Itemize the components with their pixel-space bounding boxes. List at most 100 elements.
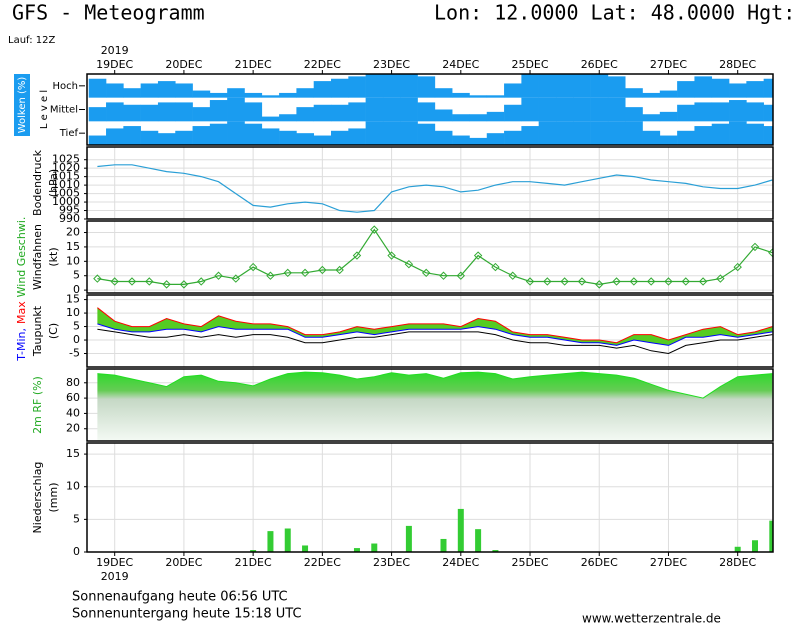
- cloud-cover: [261, 128, 280, 145]
- series-line: [97, 307, 773, 344]
- cloud-cover: [365, 121, 384, 145]
- cloud-cover: [400, 121, 418, 145]
- cloud-cover: [123, 88, 141, 98]
- cloud-cover: [642, 114, 661, 122]
- marker: [162, 280, 171, 289]
- cloud-cover: [573, 97, 591, 122]
- y-tick-label: 995: [59, 204, 80, 217]
- cloud-cover: [486, 95, 505, 98]
- y-tick-label: 15: [66, 293, 80, 306]
- cloud-cover: [382, 121, 401, 145]
- cloud-cover: [279, 92, 297, 98]
- y-tick-label: 1000: [52, 195, 80, 208]
- x-tick-label: 19DEC: [96, 556, 133, 569]
- cloud-cover: [590, 121, 609, 145]
- sunrise: Sonnenaufgang heute 06:56 UTC: [72, 590, 288, 605]
- cloud-cover: [175, 102, 193, 122]
- marker: [629, 277, 639, 286]
- level-label: Mittel: [50, 105, 78, 116]
- y-tick-label: 20: [66, 422, 80, 435]
- x-tick-label: 24DEC: [442, 58, 479, 71]
- y-axis-label-part: (kt): [47, 247, 60, 266]
- cloud-cover: [348, 128, 366, 145]
- cloud-cover: [434, 130, 453, 145]
- cloud-cover: [331, 78, 349, 98]
- marker: [197, 277, 206, 286]
- y-axis-label-part: 2m RF (%): [31, 376, 44, 434]
- cloud-cover: [555, 121, 574, 145]
- cloud-cover: [469, 137, 488, 145]
- cloud-cover: [590, 74, 609, 98]
- cloud-cover: [279, 130, 297, 145]
- cloud-cover: [296, 133, 315, 145]
- y-tick-label: 0: [73, 545, 80, 558]
- cloud-cover: [642, 130, 661, 145]
- marker: [145, 277, 154, 286]
- cloud-cover: [746, 123, 764, 145]
- series-line: [97, 371, 773, 399]
- cloud-cover: [590, 97, 609, 122]
- cloud-cover: [175, 130, 193, 145]
- cloud-cover: [746, 81, 764, 98]
- y-axis-label-part: T-Min,: [15, 328, 28, 362]
- y-tick-label: 5: [73, 269, 80, 282]
- panel-frame: [86, 73, 774, 146]
- y-tick-label: 1020: [52, 161, 80, 174]
- x-tick-label: 21DEC: [235, 556, 272, 569]
- precip-bar: [284, 528, 291, 552]
- cloud-cover: [244, 92, 263, 98]
- cloud-cover: [140, 104, 159, 122]
- y-tick-label: 1015: [52, 170, 80, 183]
- marker: [404, 259, 414, 269]
- panel-plot: [87, 443, 773, 552]
- cloud-cover: [88, 107, 107, 122]
- x-tick-label: 25DEC: [511, 58, 548, 71]
- marker: [179, 280, 189, 289]
- cloud-cover: [711, 102, 730, 122]
- cloud-cover: [538, 121, 557, 145]
- y-axis-label: (C): [47, 323, 60, 339]
- marker: [248, 262, 258, 272]
- cloud-cover: [382, 74, 401, 98]
- cloud-cover: [763, 126, 773, 145]
- cloud-cover: [486, 133, 505, 145]
- level-label: Hoch: [53, 81, 78, 92]
- series-line: [97, 228, 773, 286]
- x-tick-label: 28DEC: [719, 556, 756, 569]
- cloud-cover: [106, 128, 124, 145]
- panel-frame: [86, 294, 774, 368]
- marker: [681, 277, 690, 286]
- marker: [698, 277, 708, 286]
- panel-plot: [87, 295, 773, 367]
- marker: [266, 271, 275, 280]
- cloud-cover: [209, 123, 228, 145]
- cloud-cover: [625, 121, 643, 145]
- marker: [543, 277, 552, 286]
- y-axis-label: (kt): [47, 247, 60, 266]
- y-tick-label: 10: [66, 480, 80, 493]
- cloud-cover: [227, 97, 245, 122]
- precip-bar: [371, 543, 378, 552]
- cloud-cover: [157, 133, 176, 145]
- cloud-cover: [573, 121, 591, 145]
- y-axis-label: T-Min, Max: [15, 301, 28, 362]
- x-tick-label: 22DEC: [304, 58, 341, 71]
- panel-frame: [86, 220, 774, 294]
- cloud-cover: [417, 123, 436, 145]
- cloud-cover: [417, 76, 436, 98]
- year-label: 2019: [101, 44, 129, 57]
- cloud-cover: [365, 97, 384, 122]
- cloud-cover: [106, 102, 124, 122]
- cloud-cover: [192, 126, 211, 145]
- marker: [421, 268, 431, 278]
- cloud-cover: [677, 104, 695, 122]
- x-tick-label: 26DEC: [581, 58, 618, 71]
- cloud-cover: [140, 83, 159, 98]
- year-label: 2019: [101, 570, 129, 583]
- y-tick-label: 10: [66, 306, 80, 319]
- marker: [577, 277, 587, 286]
- cloud-cover: [521, 126, 539, 145]
- title: GFS - Meteogramm: [12, 1, 205, 25]
